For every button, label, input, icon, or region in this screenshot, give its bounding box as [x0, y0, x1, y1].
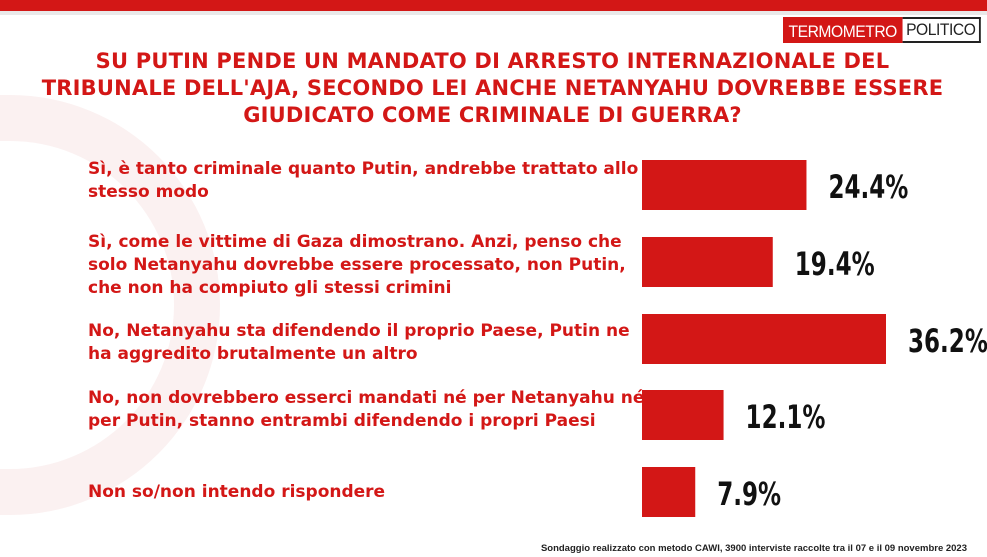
termometro-politico-logo: TERMOMETRO POLITICO — [783, 17, 981, 43]
top-bar-shadow — [0, 11, 987, 15]
top-accent-bar — [0, 0, 987, 11]
survey-footnote: Sondaggio realizzato con metodo CAWI, 39… — [540, 543, 967, 554]
bar-3 — [642, 314, 886, 364]
bar-4 — [642, 390, 724, 440]
answer-label-1: Sì, è tanto criminale quanto Putin, andr… — [88, 159, 639, 202]
value-label-3: 36.2% — [908, 322, 987, 360]
chart-title: SU PUTIN PENDE UN MANDATO DI ARRESTO INT… — [41, 49, 944, 127]
bar-5 — [642, 467, 696, 517]
answer-label-2: Sì, come le vittime di Gaza dimostrano. … — [88, 232, 626, 298]
value-label-4: 12.1% — [746, 398, 826, 436]
value-label-2: 19.4% — [795, 245, 875, 283]
bar-2 — [642, 237, 773, 287]
answer-label-4: No, non dovrebbero esserci mandati né pe… — [88, 388, 645, 431]
answer-label-3: No, Netanyahu sta difendendo il proprio … — [88, 321, 630, 364]
logo-part-politico: POLITICO — [902, 17, 981, 43]
value-label-1: 24.4% — [828, 168, 908, 206]
answer-label-5: Non so/non intendo rispondere — [88, 482, 386, 502]
bar-1 — [642, 160, 807, 210]
value-label-5: 7.9% — [717, 475, 781, 513]
logo-part-termometro: TERMOMETRO — [783, 17, 903, 43]
